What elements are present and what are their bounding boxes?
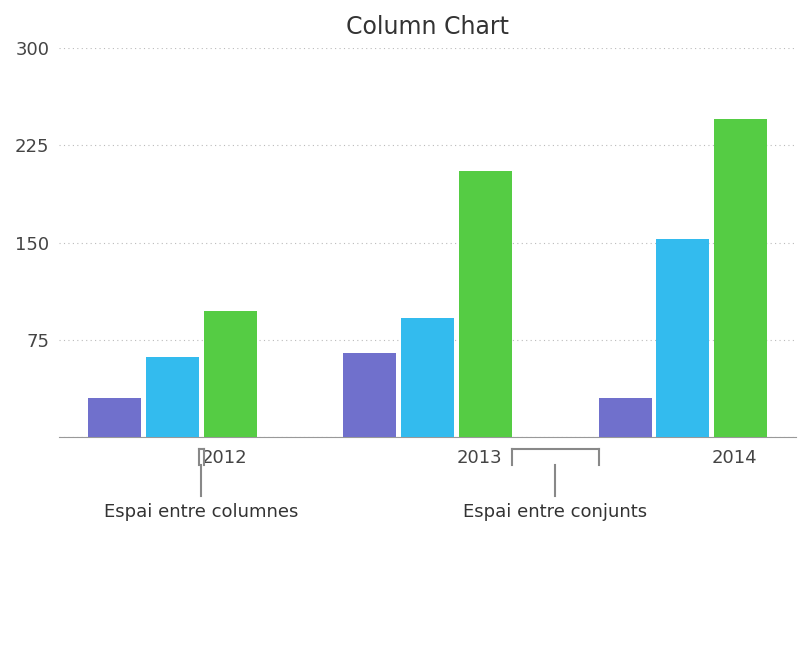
- Bar: [656, 239, 710, 438]
- Bar: [88, 398, 141, 438]
- Bar: [204, 311, 256, 438]
- Bar: [401, 318, 454, 438]
- Bar: [146, 357, 199, 438]
- Bar: [343, 353, 397, 438]
- Bar: [714, 119, 767, 438]
- Title: Column Chart: Column Chart: [346, 15, 509, 39]
- Text: Espai entre conjunts: Espai entre conjunts: [463, 504, 647, 521]
- Bar: [599, 398, 651, 438]
- Bar: [459, 171, 512, 438]
- Text: Espai entre columnes: Espai entre columnes: [104, 504, 298, 521]
